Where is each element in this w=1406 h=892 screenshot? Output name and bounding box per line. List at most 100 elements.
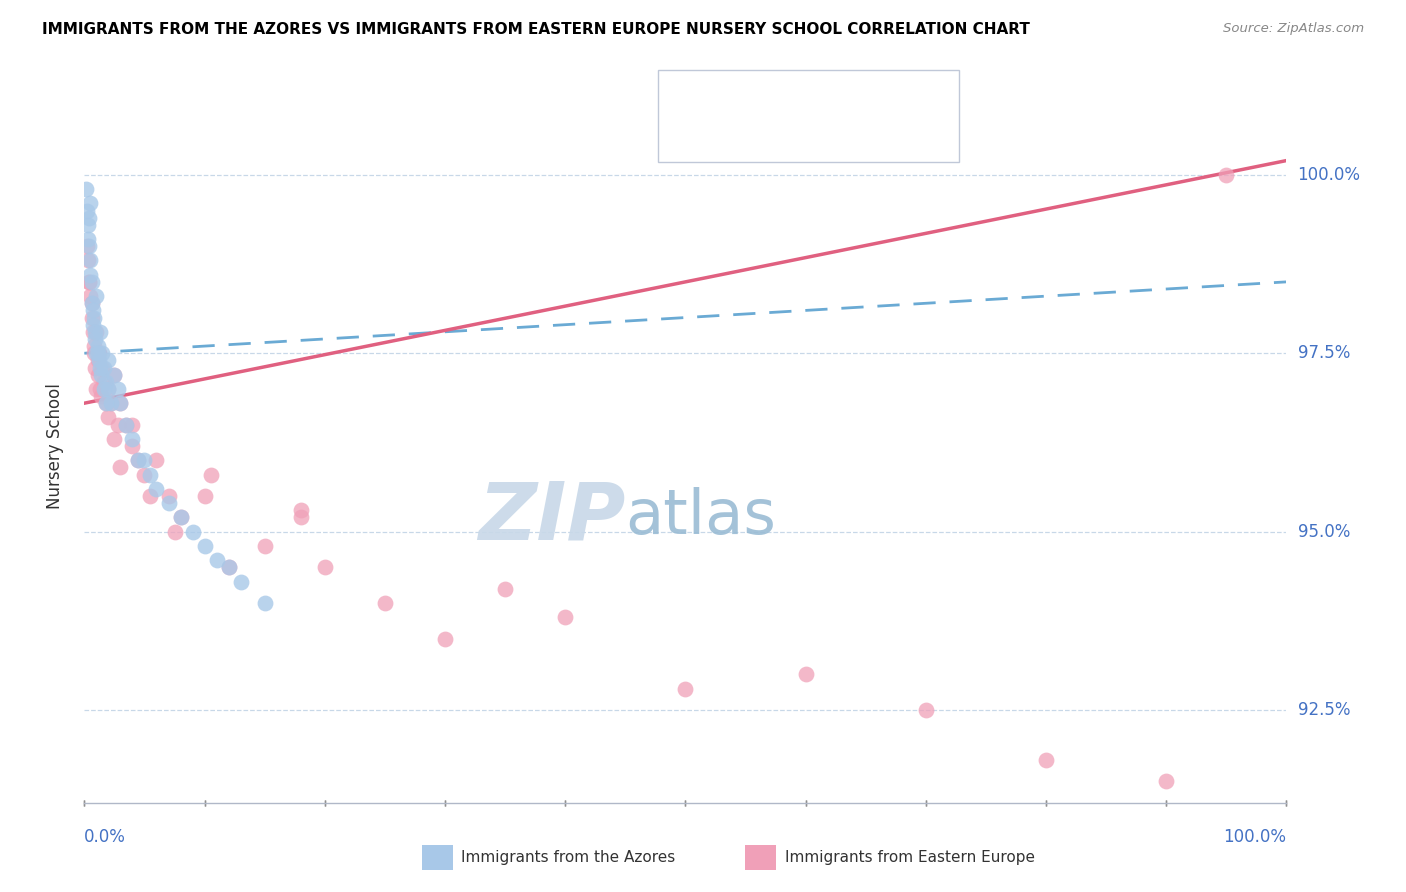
Point xyxy=(87,346,110,360)
Point xyxy=(93,375,115,389)
Text: 95.0%: 95.0% xyxy=(1298,523,1350,541)
Point xyxy=(218,560,240,574)
Point xyxy=(169,510,191,524)
Point xyxy=(110,460,132,475)
Point xyxy=(79,253,101,268)
Point xyxy=(121,439,143,453)
Point xyxy=(79,268,101,282)
Point xyxy=(97,382,120,396)
Point xyxy=(84,360,107,375)
Text: R = 0.014   N = 49: R = 0.014 N = 49 xyxy=(711,87,882,104)
Point xyxy=(86,289,108,303)
Point xyxy=(200,467,222,482)
Point xyxy=(77,275,100,289)
Point xyxy=(82,325,104,339)
Point xyxy=(1215,168,1237,182)
Text: R = 0.297   N = 56: R = 0.297 N = 56 xyxy=(711,126,882,144)
Text: Immigrants from Eastern Europe: Immigrants from Eastern Europe xyxy=(785,850,1035,864)
Point xyxy=(145,453,167,467)
Point xyxy=(205,553,228,567)
Point xyxy=(157,496,180,510)
Point xyxy=(139,467,162,482)
Point xyxy=(94,396,117,410)
Point xyxy=(100,396,122,410)
Point xyxy=(83,339,105,353)
Point xyxy=(86,346,108,360)
Text: atlas: atlas xyxy=(626,487,776,548)
Point xyxy=(107,417,129,432)
Point xyxy=(84,332,107,346)
Point xyxy=(77,218,100,232)
Point xyxy=(94,375,117,389)
Point xyxy=(127,453,149,467)
Point xyxy=(1035,753,1057,767)
Point xyxy=(86,339,108,353)
Point xyxy=(127,453,149,467)
Point xyxy=(97,410,120,425)
Point xyxy=(218,560,240,574)
Point xyxy=(80,296,103,310)
Point xyxy=(1156,774,1178,789)
Point xyxy=(107,382,129,396)
Point xyxy=(103,432,125,446)
Point xyxy=(145,482,167,496)
Point xyxy=(89,360,111,375)
Text: 97.5%: 97.5% xyxy=(1298,344,1350,362)
Point xyxy=(121,417,143,432)
Point xyxy=(115,417,138,432)
Point xyxy=(82,318,104,332)
Point xyxy=(194,489,217,503)
Point xyxy=(314,560,336,574)
Point xyxy=(84,325,107,339)
Point xyxy=(494,582,516,596)
Point xyxy=(134,453,156,467)
Point xyxy=(139,489,162,503)
Point xyxy=(90,389,112,403)
Point xyxy=(115,417,138,432)
Point xyxy=(675,681,697,696)
Point xyxy=(89,325,111,339)
Point xyxy=(86,368,108,382)
Point xyxy=(100,396,122,410)
Point xyxy=(77,232,100,246)
Point xyxy=(80,310,103,325)
Point xyxy=(83,310,105,325)
Point xyxy=(229,574,252,589)
Point xyxy=(77,275,100,289)
Point xyxy=(290,510,312,524)
Point xyxy=(86,382,108,396)
Point xyxy=(86,346,108,360)
Point xyxy=(163,524,186,539)
Point xyxy=(79,289,101,303)
Point xyxy=(94,396,117,410)
Point xyxy=(90,368,112,382)
Text: ZIP: ZIP xyxy=(478,478,626,557)
Point xyxy=(110,396,132,410)
Text: 92.5%: 92.5% xyxy=(1298,701,1350,719)
Point xyxy=(290,503,312,517)
Point xyxy=(80,296,103,310)
Text: 0.0%: 0.0% xyxy=(84,828,127,846)
Text: IMMIGRANTS FROM THE AZORES VS IMMIGRANTS FROM EASTERN EUROPE NURSERY SCHOOL CORR: IMMIGRANTS FROM THE AZORES VS IMMIGRANTS… xyxy=(42,22,1031,37)
Point xyxy=(253,596,276,610)
Point xyxy=(103,368,125,382)
Point xyxy=(434,632,457,646)
Point xyxy=(794,667,817,681)
Point xyxy=(374,596,396,610)
Point xyxy=(93,360,115,375)
Point xyxy=(134,467,156,482)
Point xyxy=(83,346,105,360)
Point xyxy=(169,510,191,524)
Point xyxy=(91,346,114,360)
Text: 100.0%: 100.0% xyxy=(1298,166,1361,184)
Point xyxy=(86,353,108,368)
Point xyxy=(75,182,97,196)
Point xyxy=(97,353,120,368)
Y-axis label: Nursery School: Nursery School xyxy=(45,383,63,509)
Point xyxy=(915,703,938,717)
Point xyxy=(89,382,111,396)
Point xyxy=(80,275,103,289)
Point xyxy=(97,382,120,396)
Point xyxy=(76,203,98,218)
Point xyxy=(87,353,110,368)
